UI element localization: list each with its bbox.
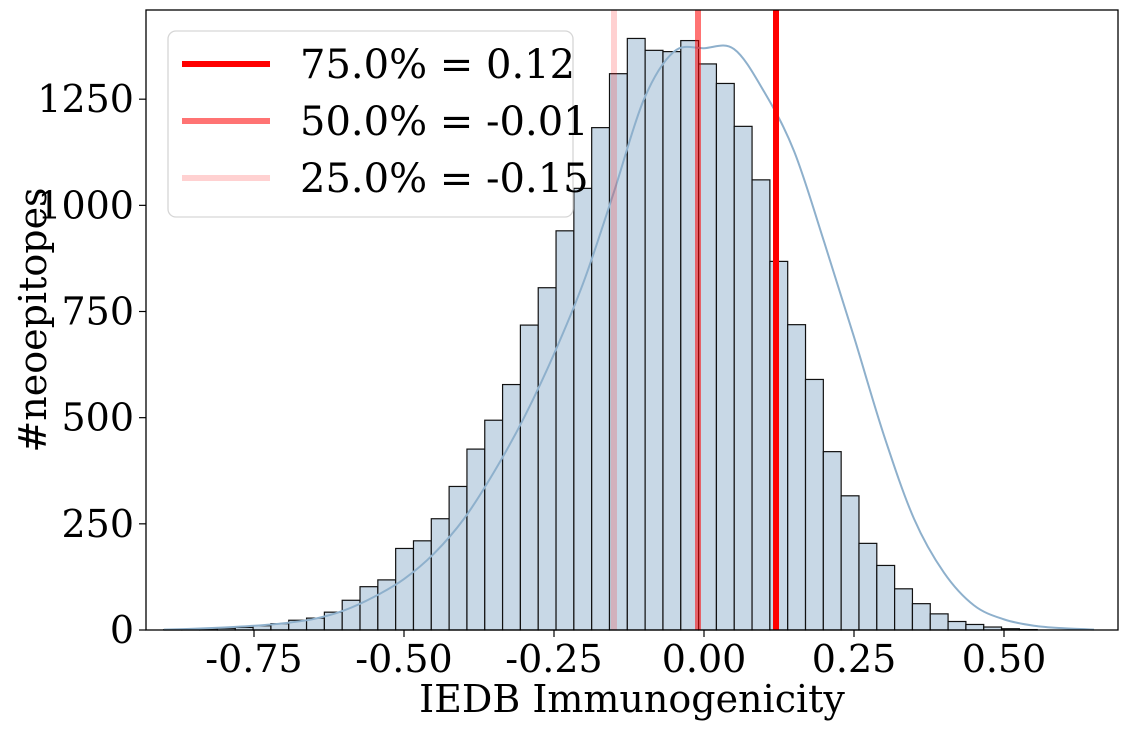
histogram-bar	[466, 448, 486, 631]
histogram-bar	[537, 287, 557, 631]
y-tick-label: 500	[61, 396, 134, 440]
y-axis-label: #neoepitopes	[11, 187, 55, 452]
legend-label: 75.0% = 0.12	[300, 42, 575, 88]
histogram-bar	[662, 51, 682, 631]
histogram-bar	[626, 37, 646, 631]
histogram-bar	[412, 540, 432, 631]
y-tick-label: 0	[110, 608, 134, 652]
y-tick-label: 1250	[37, 77, 134, 121]
histogram-bar	[573, 187, 593, 631]
plot-frame	[145, 9, 1119, 631]
histogram-bar	[591, 127, 611, 631]
histogram-bar	[555, 230, 575, 631]
legend-label: 50.0% = -0.01	[300, 99, 589, 145]
y-tick-label: 250	[61, 502, 134, 546]
quantile-lines	[611, 10, 779, 630]
histogram-bar	[448, 485, 468, 631]
x-tick-label: -0.75	[205, 637, 302, 681]
histogram-bar	[929, 613, 949, 631]
histogram-bar	[395, 547, 415, 631]
kde-curve	[163, 44, 1095, 631]
y-tick-label: 750	[61, 290, 134, 334]
x-tick-label: -0.50	[355, 637, 452, 681]
x-axis-ticks: -0.75 -0.50 -0.25 0.00 0.25 0.50	[205, 630, 1046, 681]
histogram-bar	[519, 324, 539, 631]
histogram-bar	[359, 586, 379, 631]
x-axis-label: IEDB Immunogenicity	[419, 677, 845, 721]
histogram-bar	[501, 383, 521, 631]
histogram-bar	[787, 324, 807, 631]
histogram-bar	[965, 623, 985, 631]
x-tick-label: -0.25	[505, 637, 602, 681]
legend-label: 25.0% = -0.15	[300, 156, 589, 202]
histogram-bar	[894, 588, 914, 631]
histogram-bar	[840, 495, 860, 631]
histogram-bar	[715, 82, 735, 631]
histogram-bar	[858, 542, 878, 631]
histogram-bar	[733, 125, 753, 631]
histogram-bars	[163, 37, 1038, 631]
legend: 75.0% = 0.12 50.0% = -0.01 25.0% = -0.15	[167, 30, 589, 218]
histogram-bar	[911, 603, 931, 631]
legend-box	[167, 30, 574, 218]
histogram-bar	[804, 378, 824, 631]
histogram-bar	[947, 620, 967, 631]
histogram-bar	[697, 63, 718, 631]
histogram-bar	[876, 564, 896, 631]
histogram-bar	[484, 419, 504, 631]
histogram-bar	[644, 49, 664, 631]
y-axis-ticks: 0 250 500 750 1000 1250	[37, 77, 146, 652]
x-tick-label: 0.25	[812, 637, 897, 681]
histogram-bar	[822, 451, 842, 631]
y-tick-label: 1000	[37, 183, 134, 227]
x-tick-label: 0.00	[662, 637, 747, 681]
x-tick-label: 0.50	[962, 637, 1047, 681]
histogram-bar	[430, 518, 450, 631]
histogram-bar	[751, 179, 771, 631]
